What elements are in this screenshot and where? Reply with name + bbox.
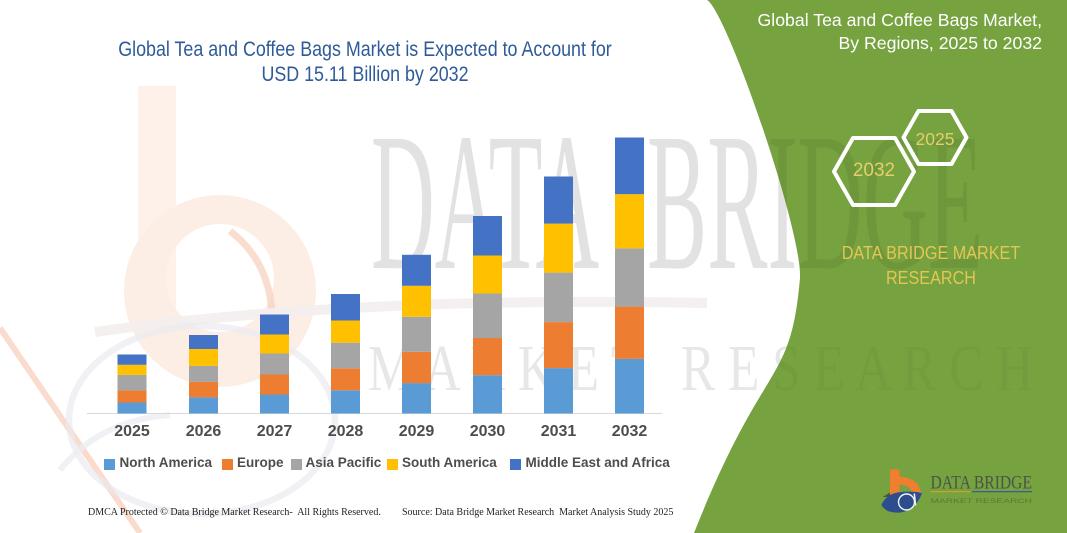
- svg-text:MARKET RESEARCH: MARKET RESEARCH: [931, 498, 1033, 505]
- svg-text:M A R K E T R E S E A R C H: M A R K E T R E S E A R C H: [368, 331, 1033, 405]
- svg-text:DATA BRIDGE: DATA BRIDGE: [931, 472, 1033, 493]
